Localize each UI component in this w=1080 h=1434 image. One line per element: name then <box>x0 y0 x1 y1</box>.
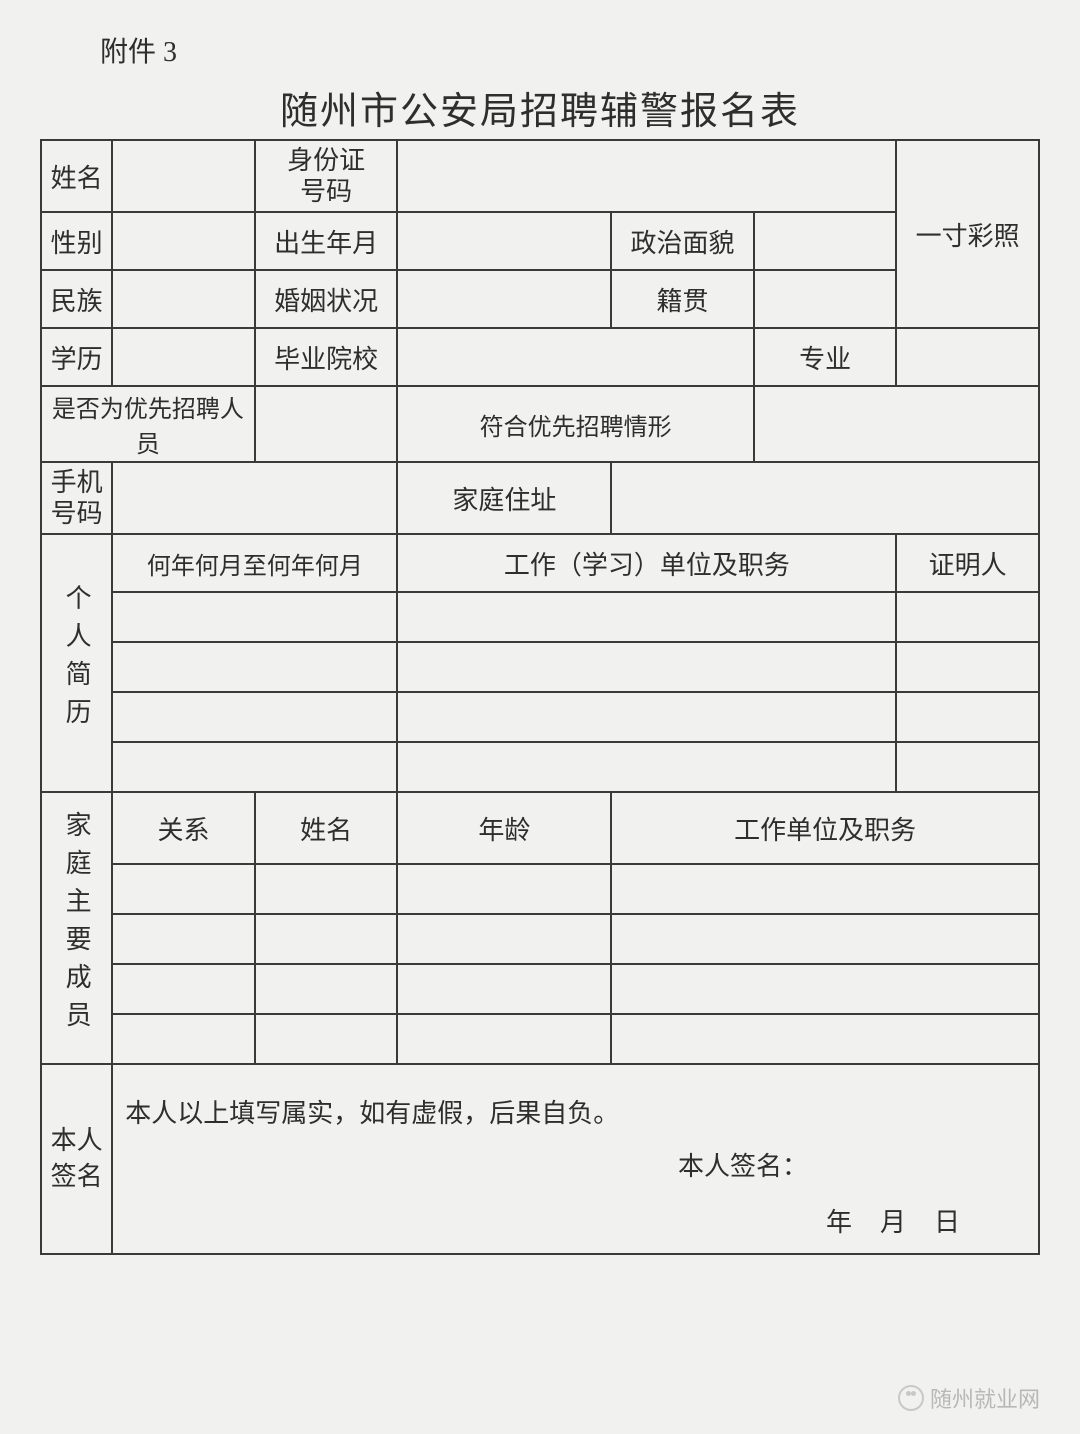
label-birth: 出生年月 <box>255 212 398 270</box>
wechat-icon <box>898 1385 924 1411</box>
label-family-section: 家庭主要成员 <box>41 792 112 1064</box>
family-unit-1[interactable] <box>611 864 1039 914</box>
family-unit-3[interactable] <box>611 964 1039 1014</box>
resume-unit-1[interactable] <box>397 592 896 642</box>
family-name-1[interactable] <box>255 864 398 914</box>
resume-witness-2[interactable] <box>896 642 1039 692</box>
sign-label: 本人签名： <box>678 1146 808 1183</box>
family-relation-1[interactable] <box>112 864 255 914</box>
label-marital: 婚姻状况 <box>255 270 398 328</box>
page-title: 随州市公安局招聘辅警报名表 <box>40 80 1040 135</box>
field-priority[interactable] <box>255 386 398 462</box>
field-political[interactable] <box>754 212 897 270</box>
signature-box[interactable]: 本人以上填写属实，如有虚假，后果自负。 本人签名： 年月日 <box>112 1064 1039 1254</box>
label-gender: 性别 <box>41 212 112 270</box>
label-resume-witness: 证明人 <box>896 534 1039 592</box>
family-relation-2[interactable] <box>112 914 255 964</box>
photo-box[interactable]: 一寸彩照 <box>896 140 1039 328</box>
family-name-4[interactable] <box>255 1014 398 1064</box>
field-marital[interactable] <box>397 270 611 328</box>
family-relation-4[interactable] <box>112 1014 255 1064</box>
label-address: 家庭住址 <box>397 462 611 534</box>
resume-unit-4[interactable] <box>397 742 896 792</box>
watermark: 随州就业网 <box>898 1382 1040 1414</box>
field-education[interactable] <box>112 328 255 386</box>
field-school[interactable] <box>397 328 753 386</box>
family-unit-4[interactable] <box>611 1014 1039 1064</box>
label-name: 姓名 <box>41 140 112 212</box>
resume-witness-1[interactable] <box>896 592 1039 642</box>
label-political: 政治面貌 <box>611 212 754 270</box>
label-family-age: 年龄 <box>397 792 611 864</box>
resume-period-4[interactable] <box>112 742 397 792</box>
field-address[interactable] <box>611 462 1039 534</box>
family-age-3[interactable] <box>397 964 611 1014</box>
label-native-place: 籍贯 <box>611 270 754 328</box>
label-id-number: 身份证号码 <box>255 140 398 212</box>
label-major: 专业 <box>754 328 897 386</box>
resume-period-1[interactable] <box>112 592 397 642</box>
family-age-1[interactable] <box>397 864 611 914</box>
label-priority: 是否为优先招聘人员 <box>41 386 255 462</box>
resume-period-2[interactable] <box>112 642 397 692</box>
family-unit-2[interactable] <box>611 914 1039 964</box>
resume-unit-2[interactable] <box>397 642 896 692</box>
attachment-label: 附件 3 <box>100 30 1040 70</box>
label-education: 学历 <box>41 328 112 386</box>
family-name-3[interactable] <box>255 964 398 1014</box>
resume-witness-3[interactable] <box>896 692 1039 742</box>
field-major[interactable] <box>896 328 1039 386</box>
label-resume-period: 何年何月至何年何月 <box>112 534 397 592</box>
label-priority-case: 符合优先招聘情形 <box>397 386 753 462</box>
label-phone: 手机号码 <box>41 462 112 534</box>
family-age-4[interactable] <box>397 1014 611 1064</box>
field-native-place[interactable] <box>754 270 897 328</box>
resume-unit-3[interactable] <box>397 692 896 742</box>
family-age-2[interactable] <box>397 914 611 964</box>
field-gender[interactable] <box>112 212 255 270</box>
field-id-number[interactable] <box>397 140 896 212</box>
field-birth[interactable] <box>397 212 611 270</box>
label-family-unit: 工作单位及职务 <box>611 792 1039 864</box>
label-school: 毕业院校 <box>255 328 398 386</box>
label-sign-section: 本人签名 <box>41 1064 112 1254</box>
watermark-text: 随州就业网 <box>930 1382 1040 1414</box>
family-relation-3[interactable] <box>112 964 255 1014</box>
sign-date: 年月日 <box>826 1202 988 1239</box>
field-ethnicity[interactable] <box>112 270 255 328</box>
resume-period-3[interactable] <box>112 692 397 742</box>
field-phone[interactable] <box>112 462 397 534</box>
label-resume-section: 个人简历 <box>41 534 112 792</box>
field-name[interactable] <box>112 140 255 212</box>
label-family-name: 姓名 <box>255 792 398 864</box>
family-name-2[interactable] <box>255 914 398 964</box>
resume-witness-4[interactable] <box>896 742 1039 792</box>
label-resume-unit: 工作（学习）单位及职务 <box>397 534 896 592</box>
declaration-text: 本人以上填写属实，如有虚假，后果自负。 <box>125 1093 1020 1130</box>
label-ethnicity: 民族 <box>41 270 112 328</box>
application-form: 姓名 身份证号码 一寸彩照 性别 出生年月 政治面貌 民族 婚姻状况 籍贯 学历 <box>40 139 1040 1255</box>
label-family-relation: 关系 <box>112 792 255 864</box>
field-priority-case[interactable] <box>754 386 1039 462</box>
